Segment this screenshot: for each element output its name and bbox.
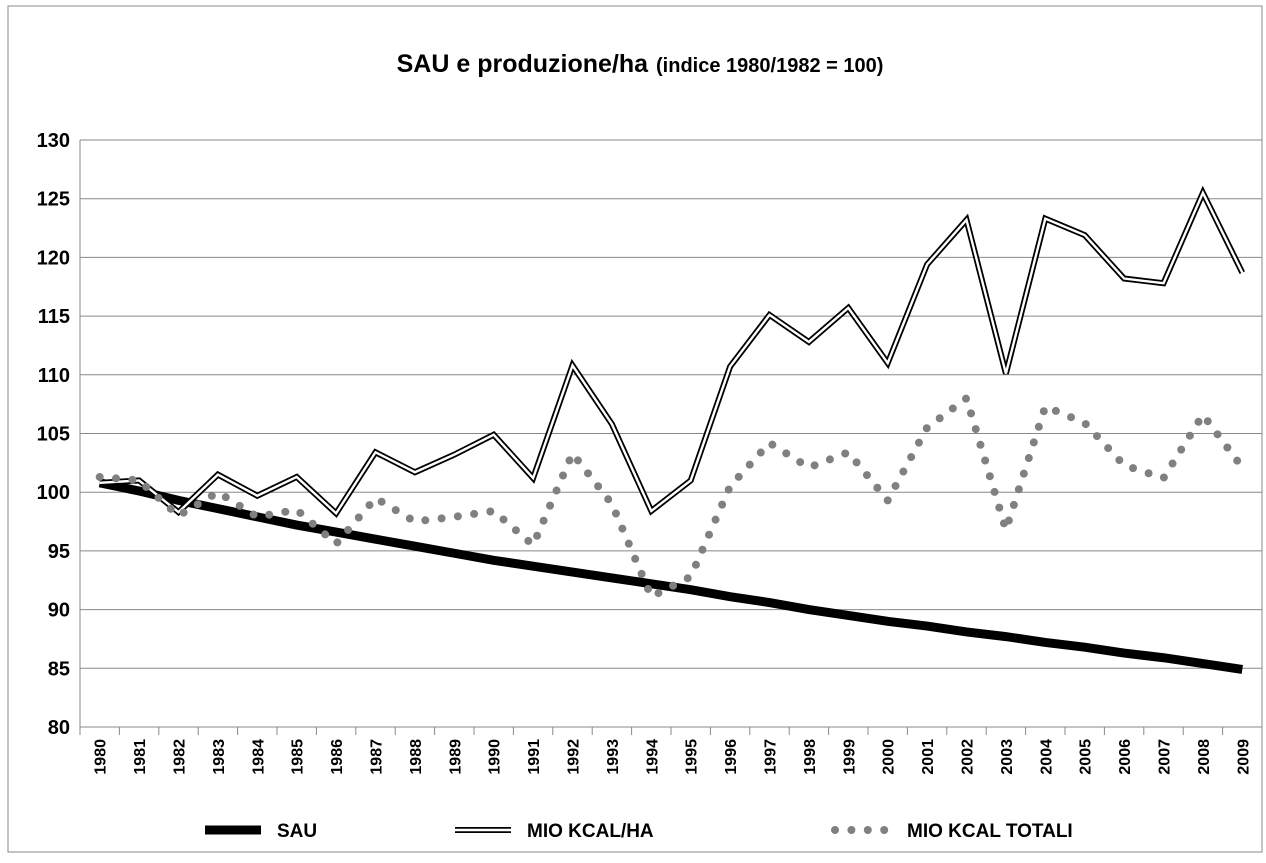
x-tick-label: 1993 — [605, 739, 622, 775]
chart-title-group: SAU e produzione/ha (indice 1980/1982 = 1… — [397, 50, 884, 78]
x-tick-label: 2001 — [920, 739, 937, 775]
legend-label: MIO KCAL/HA — [527, 821, 654, 842]
x-tick-label: 1990 — [487, 739, 504, 775]
x-tick-label: 1982 — [172, 739, 189, 775]
x-tick-label: 2008 — [1196, 739, 1213, 775]
x-tick-label: 1991 — [526, 739, 543, 775]
x-tick-label: 1988 — [408, 739, 425, 775]
y-tick-label: 115 — [38, 306, 70, 328]
y-tick-label: 90 — [48, 600, 70, 622]
x-tick-label: 1984 — [250, 739, 267, 775]
x-tick-label: 1987 — [369, 739, 386, 775]
chart-subtitle: (indice 1980/1982 = 100) — [656, 55, 883, 77]
chart-border — [7, 5, 1263, 853]
y-tick-label: 95 — [48, 541, 70, 563]
x-tick-label: 2004 — [1038, 739, 1055, 775]
series-line — [95, 391, 1247, 603]
x-tick-label: 1989 — [447, 739, 464, 775]
y-tick-label: 125 — [37, 189, 70, 211]
x-tick-label: 2002 — [960, 739, 977, 775]
x-tick-label: 2003 — [999, 739, 1016, 775]
chart-title: SAU e produzione/ha — [397, 50, 650, 78]
x-tick-label: 1981 — [132, 739, 149, 775]
x-tick-label: 2000 — [881, 739, 898, 775]
x-tick-label: 1996 — [723, 739, 740, 775]
y-tick-label: 100 — [37, 482, 70, 504]
x-tick-label: 1985 — [290, 739, 307, 775]
legend-label: SAU — [277, 821, 317, 842]
y-tick-label: 110 — [38, 365, 70, 387]
x-tick-label: 1998 — [802, 739, 819, 775]
y-tick-label: 130 — [37, 130, 70, 152]
y-tick-label: 105 — [37, 424, 70, 446]
x-tick-label: 2009 — [1235, 739, 1252, 775]
x-tick-label: 1999 — [841, 739, 858, 775]
y-tick-label: 85 — [48, 658, 70, 680]
x-tick-label: 1997 — [763, 739, 780, 775]
x-tick-label: 1992 — [566, 739, 583, 775]
x-tick-label: 1995 — [684, 739, 701, 775]
x-tick-label: 2007 — [1157, 739, 1174, 775]
x-tick-label: 1986 — [329, 739, 346, 775]
legend-label: MIO KCAL TOTALI — [907, 821, 1073, 842]
x-tick-label: 2006 — [1117, 739, 1134, 775]
x-tick-label: 1983 — [211, 739, 228, 775]
y-tick-label: 80 — [48, 717, 70, 739]
series-line-inner — [99, 189, 1244, 516]
y-tick-label: 120 — [37, 247, 70, 269]
x-tick-label: 2005 — [1078, 739, 1095, 775]
x-tick-label: 1980 — [93, 739, 110, 775]
x-tick-label: 1994 — [644, 739, 661, 775]
